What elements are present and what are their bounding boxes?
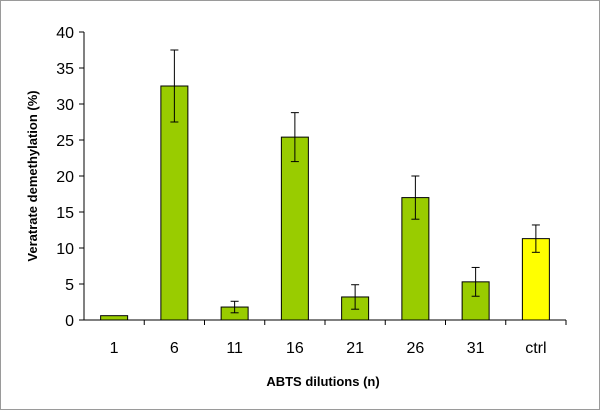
bar-16 bbox=[280, 136, 309, 321]
error-bar-ctrl bbox=[531, 224, 540, 253]
bar-1 bbox=[100, 315, 129, 321]
x-tick-label: 16 bbox=[286, 340, 304, 357]
y-tick-label: 0 bbox=[65, 313, 74, 330]
x-tick-label: 31 bbox=[467, 340, 485, 357]
error-bar-16 bbox=[290, 112, 299, 163]
x-tick-label: 6 bbox=[170, 340, 179, 357]
y-tick-label: 40 bbox=[56, 25, 74, 42]
x-tick-label: 1 bbox=[110, 340, 119, 357]
x-tick-label: 21 bbox=[346, 340, 364, 357]
y-axis-title: Veratrate demethylation (%) bbox=[25, 90, 40, 261]
error-bar-6 bbox=[170, 49, 179, 123]
y-tick-label: 30 bbox=[56, 97, 74, 114]
error-bar-31 bbox=[471, 266, 480, 297]
axes-layer bbox=[79, 31, 567, 325]
y-tick-label: 25 bbox=[56, 133, 74, 150]
x-tick-label: ctrl bbox=[525, 340, 546, 357]
y-tick-label: 15 bbox=[56, 205, 74, 222]
y-tick-label: 20 bbox=[56, 169, 74, 186]
y-tick-label: 10 bbox=[56, 241, 74, 258]
bar-6 bbox=[160, 85, 189, 321]
x-axis-title: ABTS dilutions (n) bbox=[266, 374, 379, 389]
bars-layer bbox=[100, 49, 550, 321]
error-bar-21 bbox=[351, 284, 360, 310]
y-tick-label: 5 bbox=[65, 277, 74, 294]
x-tick-label: 26 bbox=[406, 340, 424, 357]
y-tick-label: 35 bbox=[56, 61, 74, 78]
x-tick-label: 11 bbox=[226, 340, 243, 357]
error-bar-26 bbox=[411, 175, 420, 220]
error-bar-11 bbox=[230, 300, 239, 314]
